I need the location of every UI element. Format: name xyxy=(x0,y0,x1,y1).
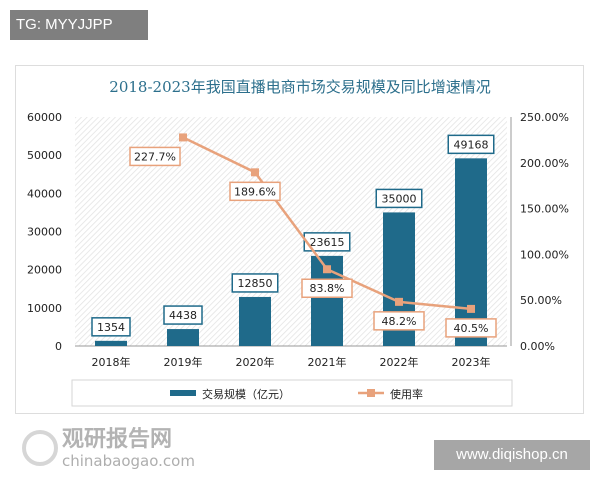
bar xyxy=(95,340,127,346)
line-label-box xyxy=(229,181,281,202)
line-label-box xyxy=(301,278,353,298)
y-left-tick: 50000 xyxy=(27,149,62,162)
bar-label: 12850 xyxy=(238,277,273,290)
legend-line-label: 使用率 xyxy=(390,387,423,401)
bar xyxy=(455,158,487,346)
line-marker xyxy=(323,265,331,274)
legend xyxy=(71,379,513,407)
bar-label-box xyxy=(91,317,131,337)
chart-frame xyxy=(15,65,584,414)
y-right-tick: 250.00% xyxy=(520,111,569,124)
legend-bar-label: 交易规模（亿元） xyxy=(202,387,290,401)
line-marker xyxy=(467,304,475,313)
y-left-tick: 0 xyxy=(55,340,62,353)
bar-label-box xyxy=(447,134,495,155)
bar-label: 23615 xyxy=(310,236,345,249)
x-tick: 2020年 xyxy=(236,355,275,369)
watermark-bottom: www.diqishop.cn xyxy=(434,440,590,470)
y-right-tick: 50.00% xyxy=(520,294,562,307)
bar-label-box xyxy=(163,305,203,325)
bar-label: 35000 xyxy=(382,192,417,205)
x-tick: 2018年 xyxy=(92,355,131,369)
bar-label-box xyxy=(303,232,351,252)
y-right-tick: 0.00% xyxy=(520,340,555,353)
watermark-top: TG: MYYJJPP xyxy=(10,10,148,40)
bar xyxy=(239,296,271,346)
y-right-tick: 100.00% xyxy=(520,248,569,261)
y-right-tick: 200.00% xyxy=(520,157,569,170)
bar-label: 49168 xyxy=(454,138,489,151)
line-label-box xyxy=(373,311,425,331)
line-marker xyxy=(395,297,403,306)
bar xyxy=(167,329,199,346)
line-label: 48.2% xyxy=(382,315,417,328)
y-left-tick: 20000 xyxy=(27,264,62,277)
logo-icon xyxy=(22,430,58,466)
bar-label: 4438 xyxy=(169,309,197,322)
line-label: 40.5% xyxy=(454,322,489,335)
line-marker xyxy=(179,133,187,142)
line-label-box xyxy=(445,318,497,338)
bar-label-box xyxy=(231,273,279,293)
y-left-tick: 40000 xyxy=(27,187,62,200)
logo-en: chinabaogao.com xyxy=(62,452,195,470)
x-tick: 2022年 xyxy=(380,355,419,369)
legend-line-marker xyxy=(367,389,375,397)
logo-cn: 观研报告网 xyxy=(62,427,172,452)
y-left-tick: 10000 xyxy=(27,302,62,315)
x-tick: 2019年 xyxy=(164,355,203,369)
y-left-tick: 60000 xyxy=(27,111,62,124)
bar-label: 1354 xyxy=(97,321,125,334)
x-tick: 2021年 xyxy=(308,355,347,369)
legend-bar-swatch xyxy=(170,390,196,396)
line-label: 227.7% xyxy=(134,150,176,163)
y-left-tick: 30000 xyxy=(27,226,62,239)
line-label-box xyxy=(129,146,181,167)
bar-label-box xyxy=(375,188,423,209)
y-right-tick: 150.00% xyxy=(520,203,569,216)
chart-title: 2018-2023年我国直播电商市场交易规模及同比增速情况 xyxy=(109,78,490,96)
line-label: 83.8% xyxy=(310,282,345,295)
line-label: 189.6% xyxy=(234,185,276,198)
x-tick: 2023年 xyxy=(452,355,491,369)
line-marker xyxy=(251,168,259,177)
